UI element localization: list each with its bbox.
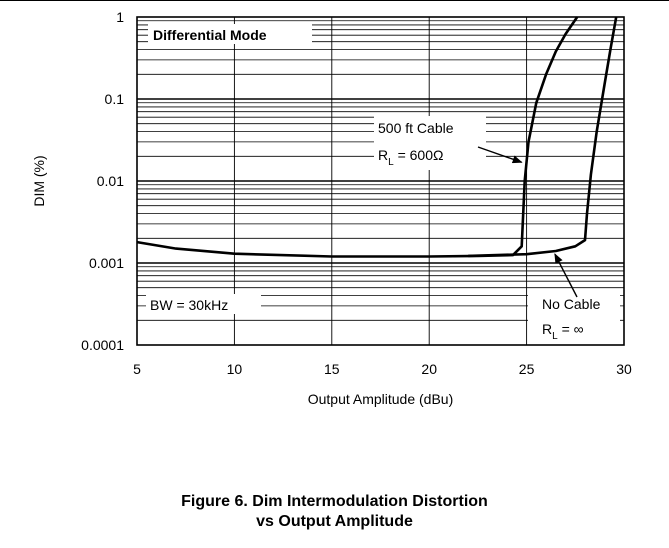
tick-labels: 5 10 15 20 25 30 0.0001 0.001 0.01 0.1 1 — [81, 9, 632, 377]
nocable-label-rl: RL = ∞ — [542, 321, 584, 342]
dim-chart: 5 10 15 20 25 30 0.0001 0.001 0.01 0.1 1 Different… — [31, 9, 632, 407]
y-axis-label: DIM (%) — [31, 155, 47, 206]
x-tick-label: 30 — [616, 361, 632, 377]
y-tick-label: 0.01 — [97, 173, 124, 189]
annotations: Differential Mode BW = 30kHz 500 ft Cable R… — [146, 24, 620, 342]
plot-frame — [136, 16, 625, 346]
y-tick-label: 0.1 — [105, 91, 125, 107]
figure-caption-line-1: Figure 6. Dim Intermodulation Distortion — [181, 493, 488, 510]
x-axis-label: Output Amplitude (dBu) — [308, 391, 454, 407]
cable-arrow — [477, 146, 523, 164]
x-tick-label: 10 — [227, 361, 243, 377]
nocable-label-line1: No Cable — [542, 296, 601, 312]
series-line-cable — [136, 16, 579, 258]
series-line-no-cable — [468, 16, 618, 258]
cable-label-rl: RL = 600Ω — [378, 147, 443, 168]
nocable-arrow — [554, 253, 578, 298]
mode-label-bg — [148, 24, 312, 44]
x-tick-label: 5 — [133, 361, 141, 377]
y-tick-label: 0.001 — [89, 255, 124, 271]
figure-caption-line-2: vs Output Amplitude — [256, 513, 413, 530]
series-group — [136, 16, 618, 258]
y-tick-label: 1 — [116, 9, 124, 25]
mode-label: Differential Mode — [153, 27, 267, 43]
top-rule — [0, 0, 669, 1]
nocable-label-bg — [528, 293, 620, 341]
cable-label-line1: 500 ft Cable — [378, 120, 454, 136]
bw-label: BW = 30kHz — [150, 297, 228, 313]
x-tick-label: 25 — [519, 361, 535, 377]
y-tick-label: 0.0001 — [81, 337, 124, 353]
x-tick-label: 20 — [421, 361, 437, 377]
x-tick-label: 15 — [324, 361, 340, 377]
cable-label-bg — [374, 116, 486, 170]
bw-label-bg — [146, 294, 261, 314]
